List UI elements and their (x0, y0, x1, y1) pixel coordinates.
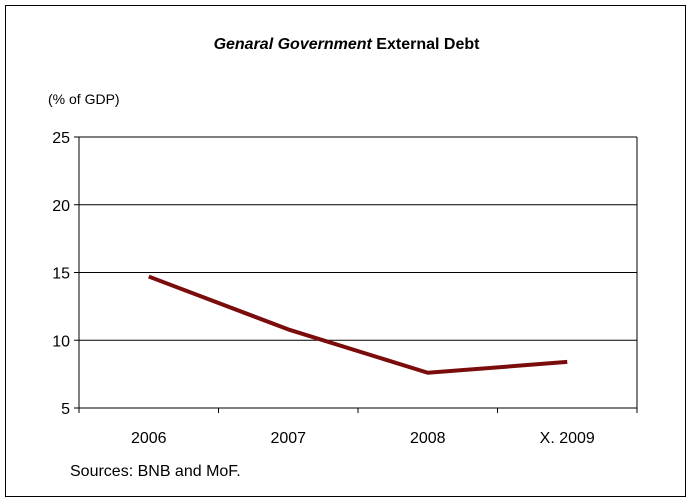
x-tick-label: 2006 (131, 430, 167, 447)
source-note: Sources: BNB and MoF. (70, 463, 241, 480)
chart-frame (5, 5, 686, 497)
chart-title-italic: Genaral Government (213, 36, 372, 53)
x-tick-label: 2007 (270, 430, 306, 447)
chart-title-rest: External Debt (376, 36, 480, 53)
x-tick-label: X. 2009 (540, 430, 595, 447)
y-tick-label: 20 (52, 198, 70, 215)
y-tick-label: 5 (61, 401, 70, 418)
y-tick-label: 25 (52, 130, 70, 147)
x-tick-label: 2008 (410, 430, 446, 447)
y-axis-unit-label: (% of GDP) (48, 91, 120, 107)
chart-title: Genaral Government External Debt (0, 36, 693, 54)
y-tick-label: 10 (52, 333, 70, 350)
series-line (148, 274, 568, 375)
y-tick-label: 15 (52, 266, 70, 283)
